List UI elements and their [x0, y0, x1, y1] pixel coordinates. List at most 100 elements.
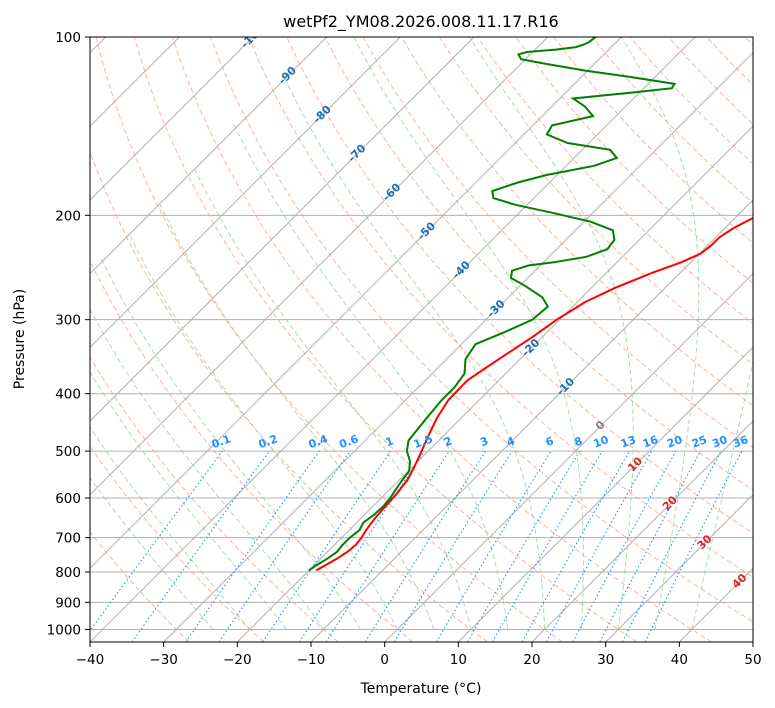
isotherm-line	[90, 37, 696, 642]
moist-adiabat-line	[158, 201, 435, 630]
y-axis-label: Pressure (hPa)	[12, 289, 28, 389]
mixing-ratio-label: 4	[505, 434, 517, 449]
y-axis: 100 200 300 400 500 600 700 800 900 1000	[47, 30, 90, 638]
isotherm-line	[90, 37, 549, 496]
mixing-ratio-line	[131, 450, 270, 642]
dry-adiabat-line	[438, 37, 753, 366]
dry-adiabat-line	[515, 37, 753, 284]
mixing-ratio-line	[325, 450, 450, 642]
mixing-ratio-line	[572, 450, 677, 642]
x-tick-label: −10	[297, 652, 326, 668]
mixing-ratio-label: 3	[478, 434, 490, 449]
y-tick-label: 600	[55, 491, 81, 507]
moist-adiabat-line	[281, 72, 546, 630]
x-tick-label: 0	[380, 652, 389, 668]
mixing-ratio-label: 20	[665, 433, 684, 451]
mixing-ratio-line	[545, 450, 653, 642]
moist-adiabat-line	[128, 233, 398, 630]
isotherm-line	[90, 37, 622, 570]
isotherm-line	[605, 493, 753, 642]
dry-adiabat-line	[90, 445, 264, 642]
y-tick-label: 500	[55, 444, 81, 460]
mixing-ratio-label: 1	[384, 434, 396, 449]
isotherm-line	[90, 37, 328, 275]
mixing-ratio-label: 13	[619, 433, 638, 450]
chart-title: wetPf2_YM08.2026.008.11.17.R16	[283, 12, 558, 32]
moist-adiabat-line	[99, 256, 361, 630]
dry-adiabat-line	[90, 356, 339, 642]
y-tick-label: 100	[55, 30, 81, 46]
mixing-ratio-label: 0.1	[210, 432, 233, 451]
dry-adiabat-line	[210, 37, 753, 623]
x-tick-label: 20	[523, 652, 540, 668]
profile-lines	[308, 37, 753, 572]
mixing-ratio-line	[218, 450, 351, 642]
mixing-ratio-label: 6	[544, 434, 556, 449]
moist-adiabat-line	[192, 165, 472, 630]
mixing-ratio-line	[90, 450, 223, 632]
x-axis-label: Temperature (°C)	[360, 681, 482, 697]
dry-adiabat-line	[133, 37, 638, 642]
mixing-ratio-label: 10	[592, 433, 611, 451]
y-tick-label: 900	[55, 595, 81, 611]
y-tick-label: 1000	[47, 622, 81, 638]
temperature-profile-line	[315, 216, 753, 572]
x-tick-label: −20	[223, 652, 252, 668]
x-tick-label: −40	[76, 652, 105, 668]
isotherm-line	[90, 37, 401, 349]
y-tick-label: 700	[55, 531, 81, 547]
plot-frame	[89, 36, 754, 643]
dry-adiabat-line	[324, 37, 753, 491]
moist-adiabat-line	[233, 123, 509, 630]
moist-adiabat-line	[90, 308, 324, 630]
dry-adiabat-line	[400, 37, 753, 407]
isotherm-line	[457, 346, 753, 642]
dry-adiabat-line	[248, 37, 753, 578]
x-tick-label: 10	[450, 652, 467, 668]
mixing-ratio-line	[644, 450, 743, 642]
isotherm-line	[531, 420, 753, 642]
isotherm-line	[163, 51, 753, 642]
isotherm-line	[90, 37, 475, 422]
background-grid	[90, 37, 753, 642]
dry-adiabat-line	[171, 37, 712, 642]
isotherm-line	[236, 125, 753, 642]
mixing-ratio-label: 8	[572, 434, 584, 449]
x-tick-label: 30	[597, 652, 614, 668]
mixing-ratio-label: 30	[710, 433, 729, 451]
x-tick-label: −30	[149, 652, 178, 668]
x-tick-label: 40	[671, 652, 688, 668]
moist-adiabat-line	[353, 37, 584, 630]
dry-adiabat-line	[90, 150, 488, 642]
mixing-ratio-line	[521, 450, 630, 642]
x-axis: −40 −30 −20 −10 0 10 20 30 40 50	[76, 642, 762, 668]
moist-adiabat-line	[90, 426, 251, 630]
y-tick-label: 400	[55, 387, 81, 403]
isotherm-line	[90, 37, 254, 201]
dry-adiabat-line	[95, 37, 563, 642]
mixing-ratio-line	[262, 450, 392, 642]
isotherm-line	[384, 272, 753, 642]
moist-adiabat-line	[469, 37, 634, 630]
mixing-ratio-label: 0.2	[257, 432, 280, 451]
x-tick-label: 50	[744, 652, 761, 668]
mixing-ratio-label: 0.4	[307, 432, 330, 451]
dry-adiabat-line	[90, 531, 190, 642]
y-tick-label: 800	[55, 565, 81, 581]
mixing-ratio-label: 1.5	[412, 432, 435, 451]
mixing-ratio-label: 25	[690, 433, 709, 450]
mixing-ratio-line	[393, 450, 513, 642]
moist-adiabat-line	[90, 370, 288, 630]
mixing-ratio-label: 0.6	[338, 432, 361, 451]
moist-adiabat-line	[620, 37, 700, 630]
isotherm-line	[310, 199, 753, 642]
mixing-ratio-label: 16	[641, 433, 660, 451]
moist-adiabat-line	[691, 358, 753, 630]
mixing-ratio-label: 36	[731, 433, 750, 451]
y-tick-label: 300	[55, 313, 81, 329]
y-tick-label: 200	[55, 208, 81, 224]
dewpoint-profile-line	[308, 37, 677, 572]
mixing-ratio-line	[185, 450, 320, 642]
